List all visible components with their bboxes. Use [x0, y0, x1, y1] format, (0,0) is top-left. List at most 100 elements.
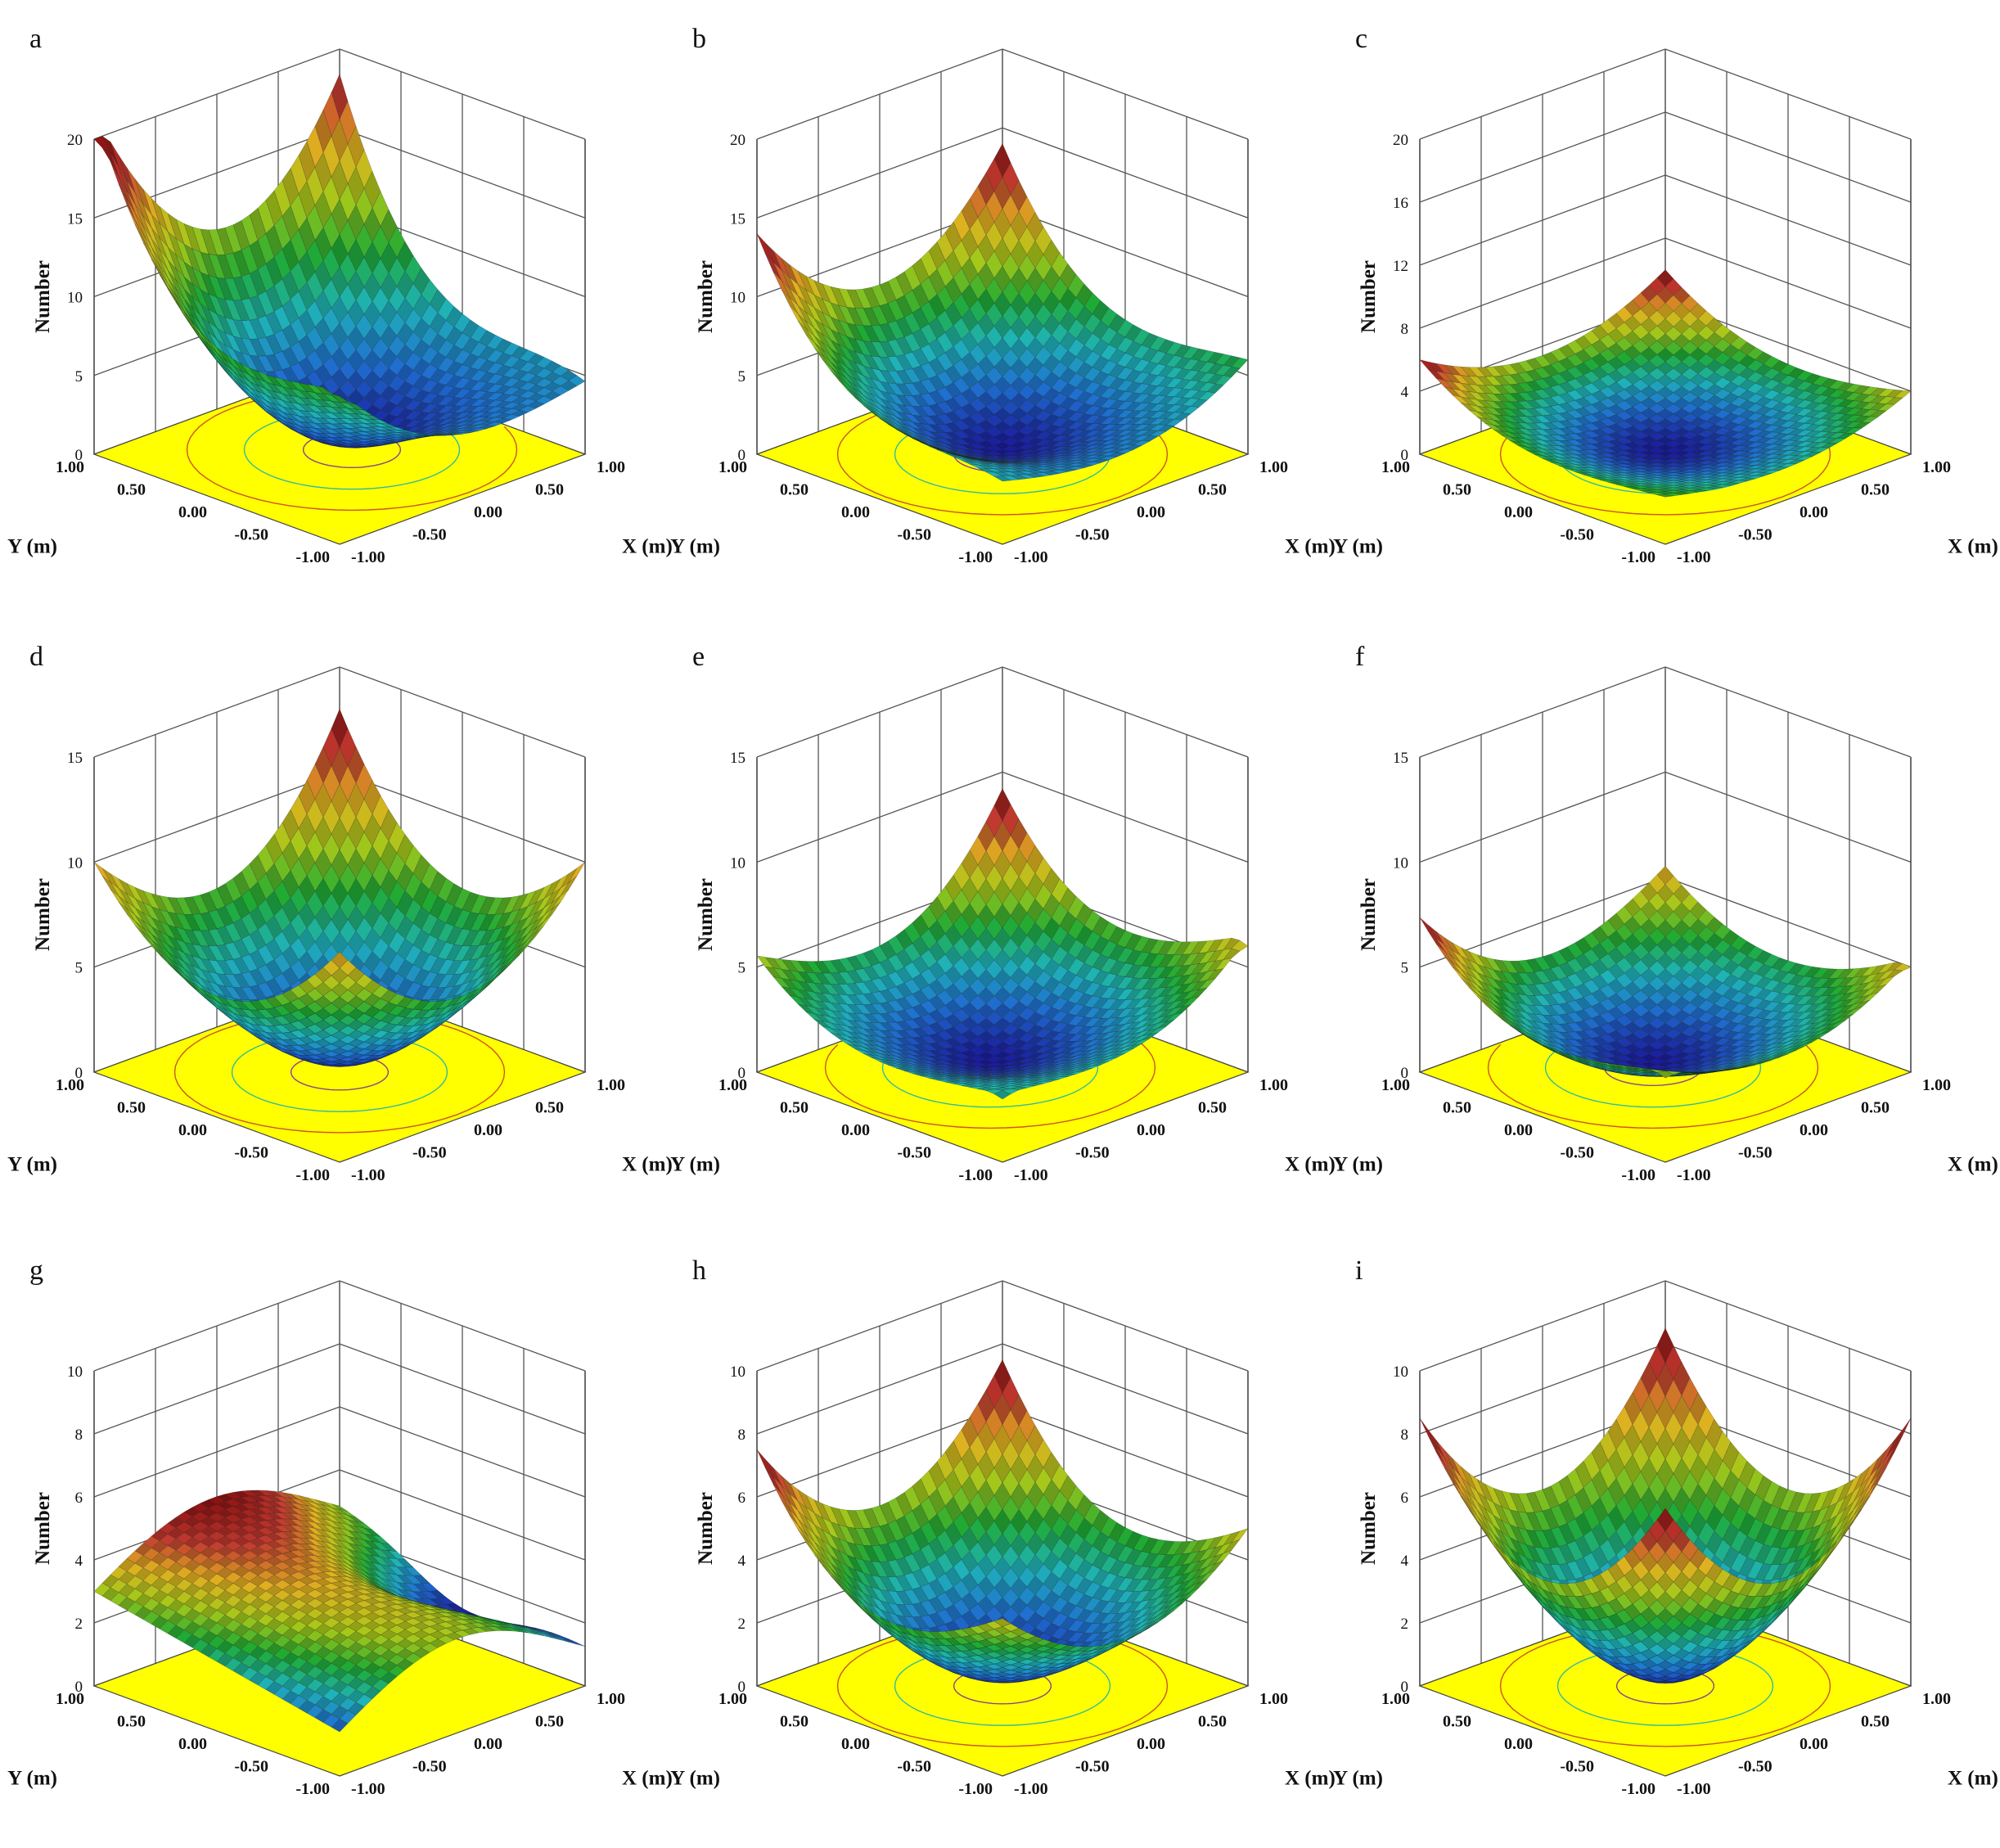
- x-tick-label: -0.50: [412, 1144, 447, 1162]
- y-axis-label: Y (m): [1333, 1154, 1383, 1176]
- panel-g: 0 2 4 6 8 10 -1.00 -1.00 -0.50 -0.50 0.00 0.00 0.50 0…: [7, 1255, 673, 1798]
- y-axis-label: Y (m): [1333, 536, 1383, 558]
- x-tick-label: 0.50: [535, 1713, 564, 1731]
- z-axis-label: Number: [695, 1492, 717, 1565]
- y-tick-label: -0.50: [897, 526, 931, 544]
- z-tick-label: 15: [730, 750, 745, 767]
- y-axis-label: Y (m): [7, 536, 57, 558]
- z-tick-label: 8: [1401, 321, 1409, 338]
- z-tick-label: 15: [67, 210, 83, 228]
- x-axis-label: X (m): [1285, 536, 1336, 558]
- y-tick-label: 0.50: [1443, 1099, 1471, 1117]
- y-tick-label: 0.00: [1504, 1121, 1533, 1139]
- z-tick-label: 8: [1401, 1427, 1409, 1444]
- y-tick-label: 0.50: [1443, 1713, 1471, 1731]
- panel-d: 0 5 10 15 -1.00 -1.00 -0.50 -0.50 0.00 0.00 0.50 0.…: [7, 642, 673, 1184]
- panel-i: 0 2 4 6 8 10 -1.00 -1.00 -0.50 -0.50 0.00 0.00 0.50 0…: [1333, 1255, 1998, 1798]
- x-tick-label: 0.50: [535, 481, 564, 499]
- z-tick-label: 4: [75, 1553, 83, 1570]
- x-tick-label: 0.00: [474, 1121, 502, 1139]
- z-tick-label: 0: [738, 447, 746, 464]
- panel-a: 0 5 10 15 20 -1.00 -1.00 -0.50 -0.50 0.00 0.00 0.50…: [7, 24, 673, 566]
- y-axis-label: Y (m): [7, 1768, 57, 1790]
- x-tick-label: 1.00: [1922, 1076, 1951, 1094]
- z-tick-label: 5: [75, 960, 83, 977]
- panel-e: 0 5 10 15 -1.00 -1.00 -0.50 -0.50 0.00 0.00 0.50 0.…: [670, 642, 1336, 1184]
- y-axis-label: Y (m): [670, 1154, 720, 1176]
- z-tick-label: 0: [738, 1679, 746, 1696]
- surface-mesh: [1419, 1327, 1912, 1683]
- y-tick-label: 0.00: [841, 1735, 870, 1753]
- z-tick-label: 6: [738, 1490, 746, 1507]
- x-tick-label: -0.50: [412, 526, 447, 544]
- x-tick-label: 1.00: [597, 1690, 625, 1708]
- y-tick-label: 0.00: [841, 1121, 870, 1139]
- z-tick-label: 15: [67, 750, 83, 767]
- panel-letter: i: [1355, 1255, 1363, 1286]
- x-tick-label: 0.50: [1861, 1713, 1890, 1731]
- x-tick-label: 0.50: [535, 1099, 564, 1117]
- y-tick-label: 1.00: [718, 1076, 747, 1094]
- y-tick-label: 1.00: [718, 1690, 747, 1708]
- x-tick-label: 0.00: [474, 503, 502, 521]
- surface-mesh: [1419, 269, 1912, 498]
- y-tick-label: 1.00: [56, 1076, 84, 1094]
- x-axis-label: X (m): [622, 536, 673, 558]
- z-axis-label: Number: [695, 878, 717, 951]
- y-tick-label: -0.50: [1560, 1758, 1594, 1776]
- z-tick-label: 5: [75, 368, 83, 385]
- z-tick-label: 5: [738, 960, 746, 977]
- x-tick-label: 1.00: [1922, 1690, 1951, 1708]
- x-axis-label: X (m): [622, 1154, 673, 1176]
- z-tick-label: 12: [1393, 258, 1408, 275]
- x-tick-label: 1.00: [1259, 1690, 1288, 1708]
- surface-mesh: [1419, 865, 1912, 1079]
- panel-letter: a: [29, 24, 42, 54]
- panel-f: 0 5 10 15 -1.00 -1.00 -0.50 -0.50 0.00 0.00 0.50 0.…: [1333, 642, 1998, 1184]
- y-tick-label: -0.50: [897, 1144, 931, 1162]
- x-tick-label: -0.50: [1738, 1758, 1773, 1776]
- z-tick-label: 20: [1393, 132, 1408, 149]
- y-tick-label: 0.00: [841, 503, 870, 521]
- z-tick-label: 15: [1393, 750, 1408, 767]
- x-tick-label: 0.50: [1861, 481, 1890, 499]
- x-tick-label: 1.00: [1259, 1076, 1288, 1094]
- y-tick-label: 1.00: [718, 458, 747, 476]
- x-tick-label: -0.50: [1075, 526, 1110, 544]
- x-axis-label: X (m): [622, 1768, 673, 1790]
- x-tick-label: -1.00: [1014, 1780, 1048, 1798]
- z-tick-label: 10: [67, 854, 83, 872]
- x-tick-label: -0.50: [1075, 1144, 1110, 1162]
- y-tick-label: -0.50: [234, 526, 268, 544]
- y-tick-label: 1.00: [56, 458, 84, 476]
- z-tick-label: 16: [1393, 195, 1408, 212]
- panel-b: 0 5 10 15 20 -1.00 -1.00 -0.50 -0.50 0.00 0.00 0.50…: [670, 24, 1336, 566]
- x-tick-label: 0.50: [1198, 481, 1227, 499]
- x-axis-label: X (m): [1948, 1154, 1998, 1176]
- y-tick-label: 1.00: [56, 1690, 84, 1708]
- z-tick-label: 0: [738, 1065, 746, 1082]
- z-tick-label: 6: [75, 1490, 83, 1507]
- x-tick-label: -1.00: [1677, 1166, 1711, 1184]
- z-tick-label: 0: [1401, 1679, 1409, 1696]
- x-tick-label: 0.00: [1137, 503, 1165, 521]
- y-tick-label: 0.50: [117, 1099, 146, 1117]
- panel-letter: e: [692, 642, 705, 672]
- z-axis-label: Number: [32, 878, 54, 951]
- y-tick-label: 0.50: [780, 481, 809, 499]
- x-tick-label: -1.00: [1677, 548, 1711, 566]
- z-axis-label: Number: [1358, 260, 1380, 333]
- z-tick-label: 2: [738, 1616, 746, 1633]
- z-tick-label: 0: [1401, 1065, 1409, 1082]
- x-tick-label: 0.00: [1137, 1121, 1165, 1139]
- y-tick-label: 1.00: [1381, 458, 1410, 476]
- x-tick-label: 1.00: [1259, 458, 1288, 476]
- y-tick-label: -0.50: [234, 1144, 268, 1162]
- z-tick-label: 10: [730, 290, 745, 307]
- z-tick-label: 10: [730, 854, 745, 872]
- y-tick-label: -1.00: [958, 1780, 993, 1798]
- z-tick-label: 0: [75, 1679, 83, 1696]
- y-tick-label: 0.50: [780, 1713, 809, 1731]
- y-tick-label: 0.00: [178, 503, 207, 521]
- x-tick-label: 0.00: [1800, 1735, 1828, 1753]
